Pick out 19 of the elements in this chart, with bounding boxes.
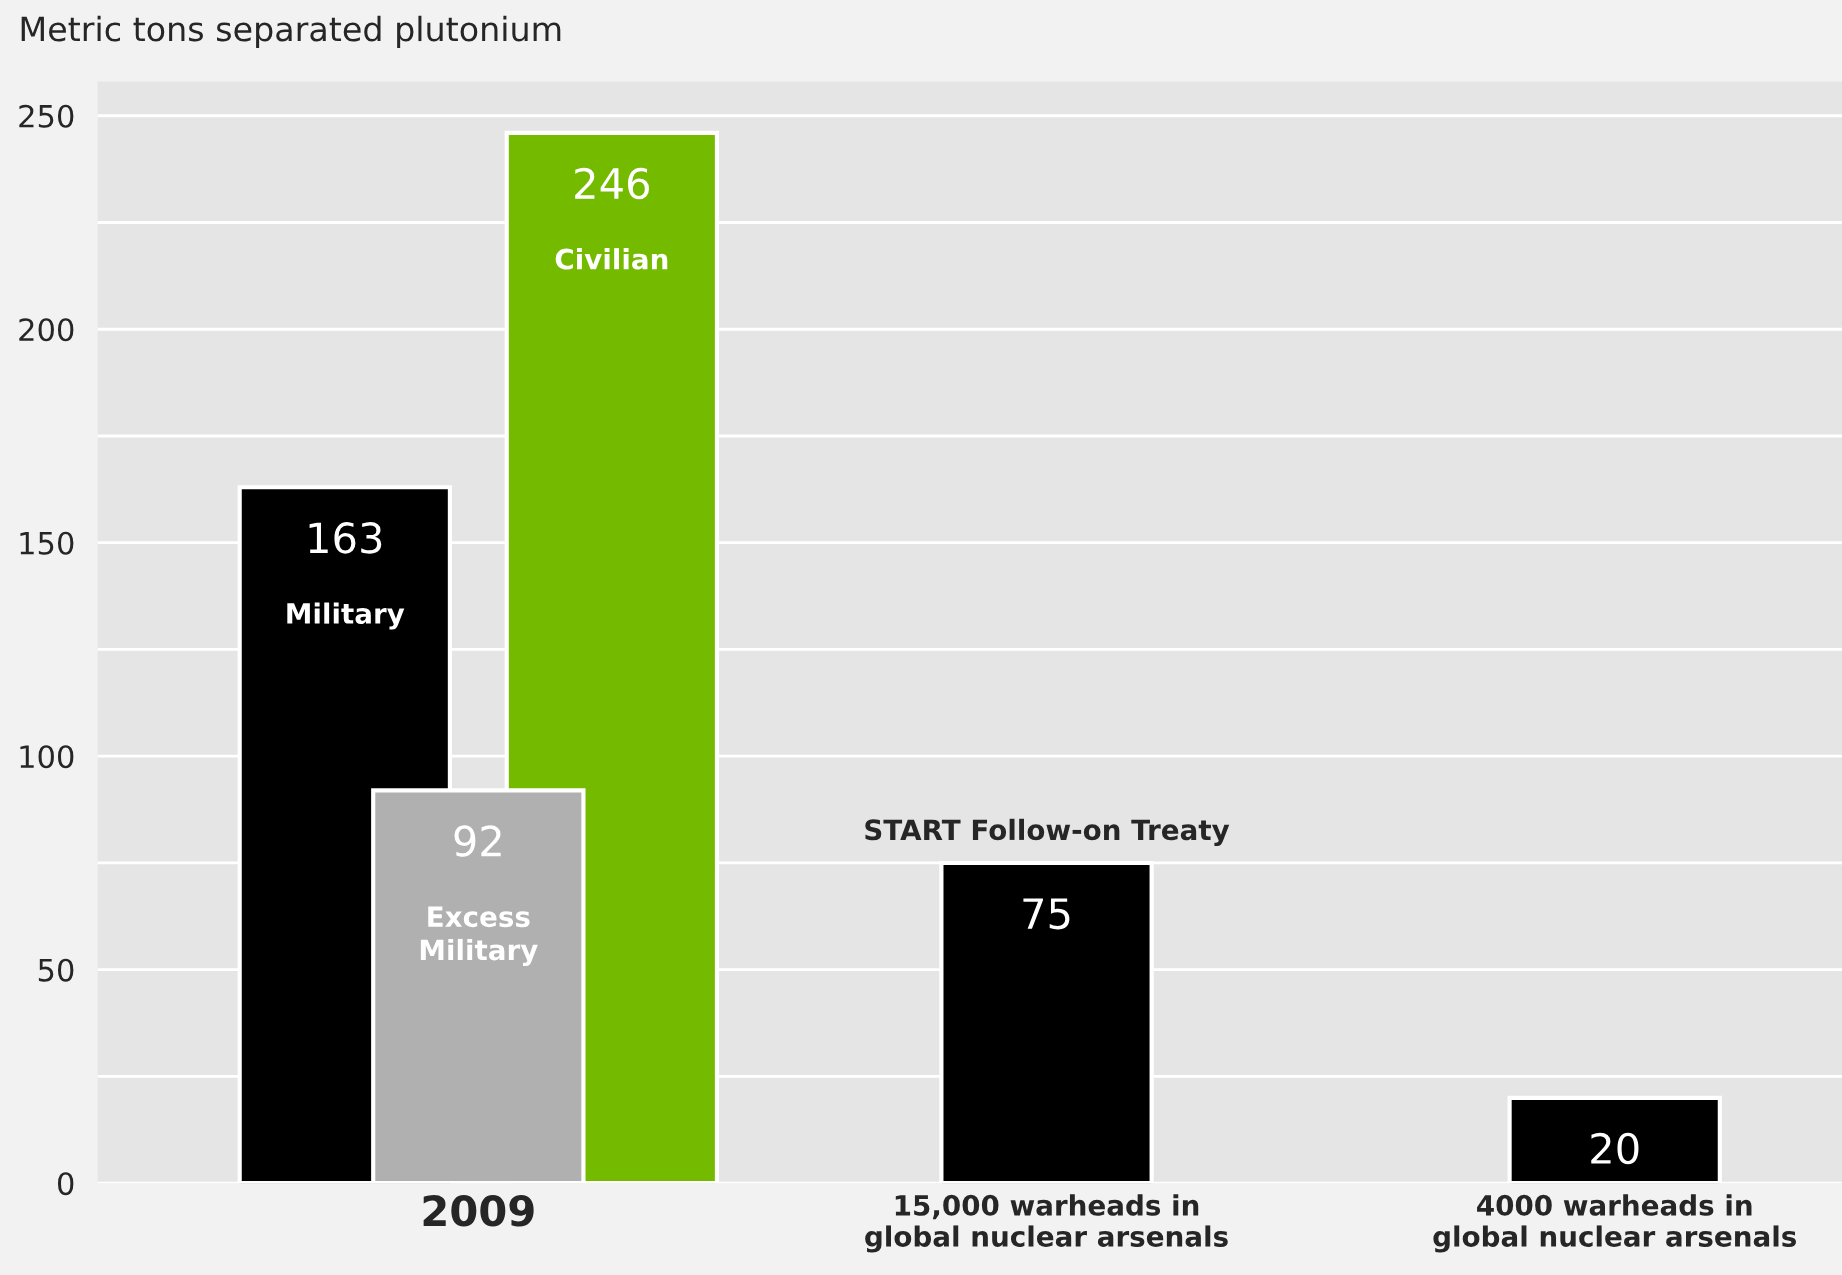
x-tick-label: 2009 xyxy=(423,1195,534,1227)
series-label: Military xyxy=(287,602,405,630)
y-tick-label: 0 xyxy=(57,1172,74,1196)
y-tick-label: 150 xyxy=(20,531,74,555)
y-tick-label: 200 xyxy=(19,318,74,342)
data-label: 163 xyxy=(309,522,382,554)
x-tick-label: 4000 warheads in global nuclear arsenals xyxy=(1433,1194,1796,1253)
chart-title: Metric tons separated plutonium xyxy=(21,15,561,49)
series-label: Excess Military xyxy=(420,906,538,966)
y-tick-label: 50 xyxy=(38,958,74,982)
y-tick-label: 250 xyxy=(19,104,74,128)
data-label: 75 xyxy=(1023,898,1070,930)
data-label: 92 xyxy=(454,825,501,857)
data-label: 20 xyxy=(1591,1132,1639,1165)
data-label: 246 xyxy=(575,167,649,200)
series-label: Civilian xyxy=(555,248,668,270)
annotation: START Follow-on Treaty xyxy=(865,818,1230,846)
y-tick-label: 100 xyxy=(20,745,74,769)
x-tick-label: 15,000 warheads in global nuclear arsenals xyxy=(865,1194,1228,1253)
